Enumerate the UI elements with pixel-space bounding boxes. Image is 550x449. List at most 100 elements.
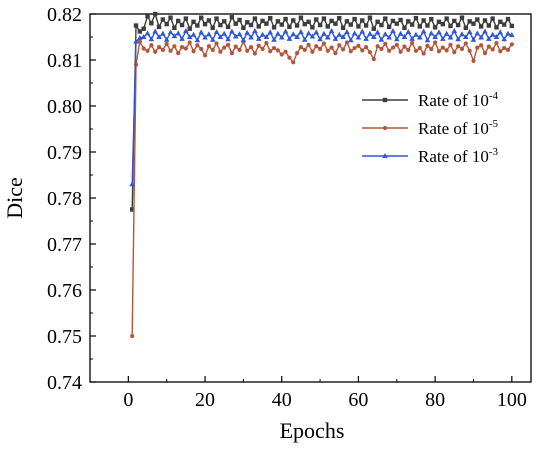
series-1 [129,11,515,212]
data-point [317,36,323,42]
data-point [340,34,346,39]
data-point [237,17,242,23]
data-point [283,49,288,54]
data-point [474,30,481,36]
data-point [436,49,442,54]
data-point [229,15,235,20]
data-point [459,31,465,37]
data-point [379,46,384,52]
data-point [275,48,281,53]
data-point [348,22,353,27]
data-point [218,22,223,28]
data-point [183,46,188,51]
data-point [363,23,369,28]
data-point [206,31,212,37]
data-point [429,46,434,52]
data-point [167,29,174,35]
data-point [152,11,158,17]
data-point [444,16,449,21]
data-point [336,31,343,37]
data-point [363,35,369,41]
data-point [259,31,266,37]
data-point [383,16,388,21]
data-point [229,28,235,34]
data-point [452,18,457,24]
data-point [271,36,277,42]
data-point [509,32,515,38]
data-point [302,47,307,52]
data-point [344,28,350,34]
data-point [194,37,201,43]
data-point [501,36,507,42]
data-point [371,26,376,31]
data-point [459,46,465,52]
data-point [417,45,422,51]
data-point [225,42,231,47]
data-point [436,29,442,35]
data-point [172,25,177,30]
data-point [325,24,330,29]
data-point [301,36,308,42]
data-point [302,21,307,27]
data-point [432,25,438,30]
data-point [463,41,468,46]
data-point [191,19,196,25]
data-point [229,51,234,56]
data-point [145,48,150,53]
data-point [190,31,197,37]
x-tick-label: 60 [348,389,368,411]
data-point [482,51,488,56]
data-point [256,24,261,29]
data-point [405,28,412,34]
data-point [317,46,323,52]
data-point [179,35,185,41]
data-point [356,24,361,29]
data-point [498,19,503,25]
x-tick-label: 100 [497,389,527,411]
data-point [144,30,151,36]
data-point [171,33,178,39]
data-point [489,31,496,37]
x-tick-label: 40 [272,389,292,411]
data-point [195,43,200,48]
data-point [337,43,342,48]
data-point [470,36,477,42]
data-point [455,22,461,28]
data-point [364,45,369,50]
data-point [382,31,389,37]
data-point [478,24,484,29]
data-point [325,48,330,53]
data-point [252,16,258,21]
data-point [137,39,142,44]
data-point [374,29,381,35]
data-point [467,19,472,24]
data-point [486,23,492,28]
data-point [367,15,373,20]
data-point [413,31,419,37]
data-point [444,48,449,53]
data-point [467,48,472,53]
data-point [168,48,173,53]
data-point [359,28,366,34]
data-point [379,22,384,28]
data-point [252,51,257,56]
y-tick-label: 0.82 [47,4,82,26]
data-point [390,18,396,24]
data-point [202,34,208,40]
data-point [187,40,192,45]
data-point [340,47,346,52]
data-point [149,43,154,48]
data-point [317,22,323,28]
data-point [413,15,419,21]
data-point [206,44,211,49]
data-point [213,28,220,34]
x-tick-label: 0 [123,389,133,411]
data-point [264,21,269,26]
data-point [255,35,262,41]
data-point [294,23,300,28]
data-point [141,26,146,31]
legend-label: Rate of 10-4 [418,90,498,110]
data-point [305,30,312,36]
data-point [252,28,258,34]
